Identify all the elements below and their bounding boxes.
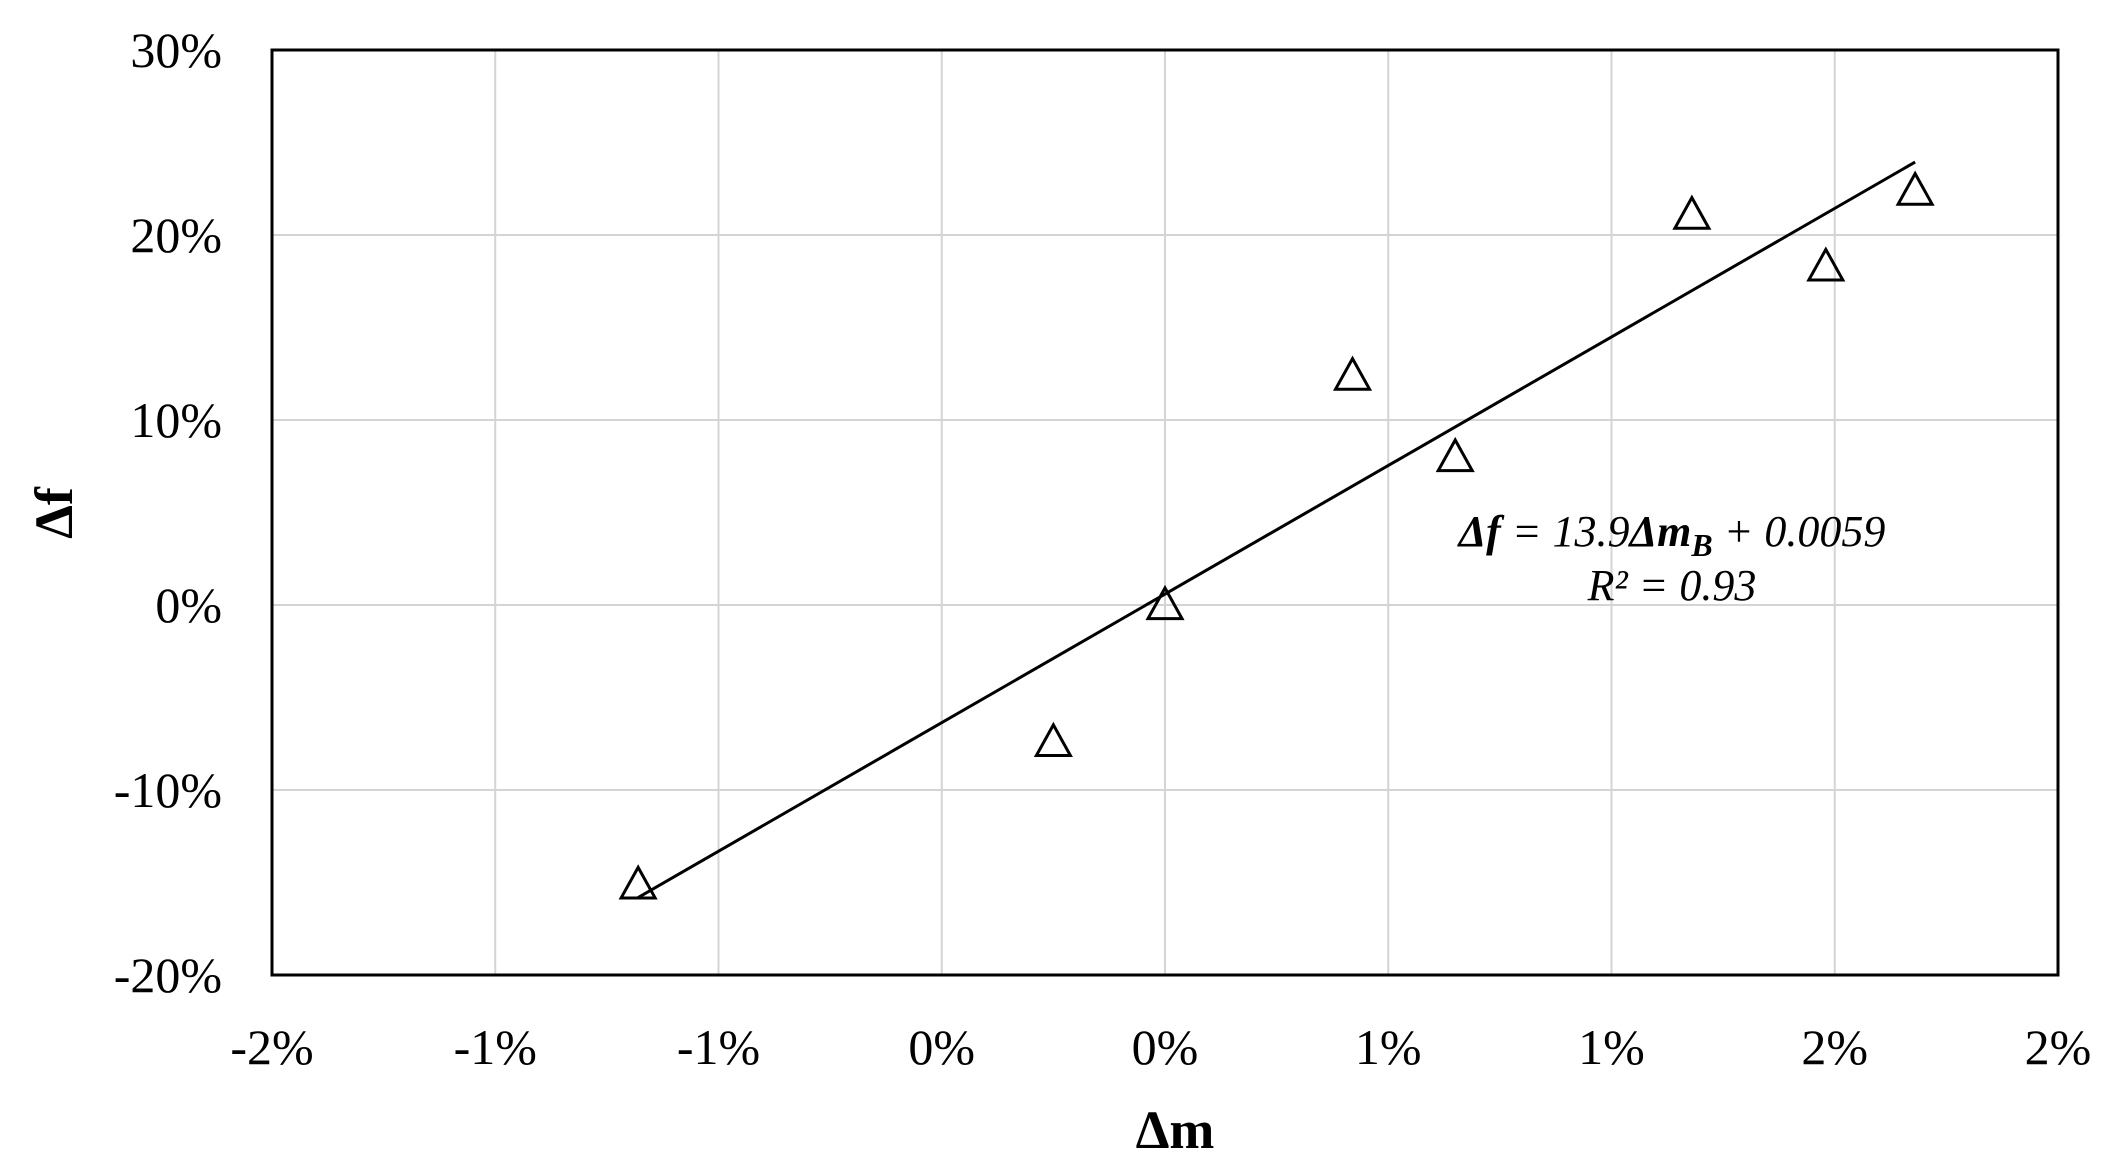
data-points (618, 170, 1935, 900)
data-point (1145, 584, 1185, 621)
x-tick-label: -1% (454, 1019, 537, 1075)
x-tick-label: 0% (908, 1019, 975, 1075)
data-point (1806, 246, 1846, 282)
trendline-line (637, 160, 1916, 899)
trendline (637, 160, 1916, 899)
x-tick-label: 2% (2025, 1019, 2092, 1075)
x-tick-label: 2% (1801, 1019, 1868, 1075)
trendline-equation: Δf = 13.9ΔmB + 0.0059 (1457, 507, 1886, 563)
y-axis-title: Δf (24, 486, 84, 539)
data-point (618, 864, 658, 900)
y-tick-label: 30% (130, 22, 222, 78)
plot-frame (270, 48, 2060, 977)
x-tick-label: 0% (1132, 1019, 1199, 1075)
eq-rest: + 0.0059 (1713, 507, 1886, 556)
trendline-annotation: Δf = 13.9ΔmB + 0.0059 R² = 0.93 (1457, 507, 1886, 610)
data-point (1435, 436, 1475, 473)
x-tick-label: 1% (1578, 1019, 1645, 1075)
y-tick-label: 10% (130, 392, 222, 448)
data-point (1672, 194, 1712, 230)
y-tick-labels: -20% -10% 0% 10% 20% 30% (114, 22, 222, 1003)
r-squared-label: R² = 0.93 (1587, 561, 1757, 610)
x-tick-labels: -2% -1% -1% 0% 0% 1% 1% 2% 2% (230, 1019, 2091, 1075)
y-tick-label: -20% (114, 947, 222, 1003)
y-tick-label: 0% (155, 577, 222, 633)
x-tick-label: -1% (677, 1019, 760, 1075)
eq-lhs: Δf (1457, 507, 1506, 556)
eq-mid: = 13.9 (1501, 507, 1630, 556)
data-point (1332, 355, 1373, 391)
eq-dm: Δm (1628, 507, 1692, 556)
x-axis-title: Δm (1136, 1100, 1215, 1160)
data-point (1895, 170, 1935, 206)
eq-sub: B (1690, 527, 1712, 563)
y-tick-label: 20% (130, 207, 222, 263)
x-tick-label: -2% (230, 1019, 313, 1075)
data-point (1033, 721, 1073, 757)
x-tick-label: 1% (1355, 1019, 1422, 1075)
y-tick-label: -10% (114, 762, 222, 818)
